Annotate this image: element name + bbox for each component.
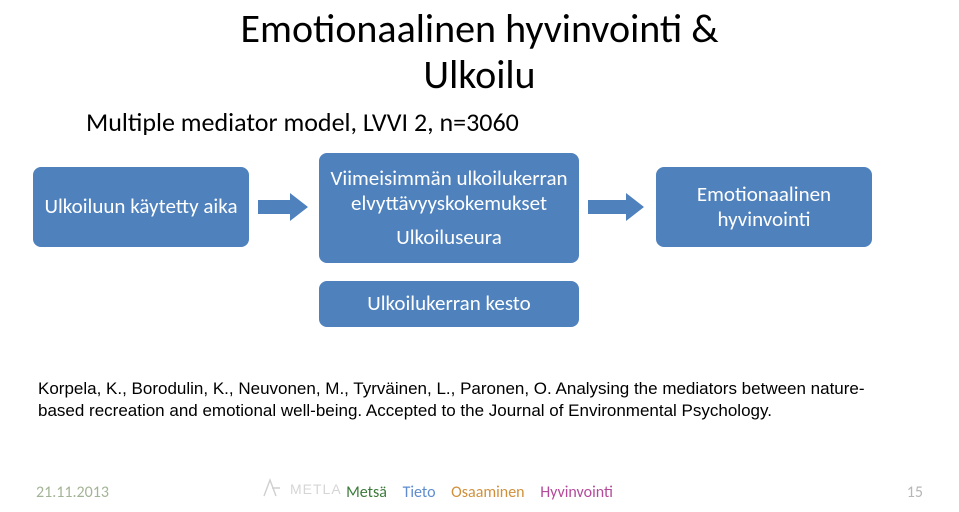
subtitle: Multiple mediator model, LVVI 2, n=3060 [0, 98, 959, 138]
box-outcome: Emotionaalinen hyvinvointi [655, 166, 873, 248]
footer-word-3: Osaaminen [451, 483, 524, 502]
footer-word-4: Hyvinvointi [540, 483, 613, 502]
arrow-1-body [258, 200, 290, 214]
footer-word-2: Tieto [403, 483, 436, 502]
box-mediator-duration: Ulkoilukerran kesto [318, 280, 580, 328]
footer-page-number: 15 [907, 483, 923, 502]
footer-tagline: Metsä Tieto Osaaminen Hyvinvointi [0, 483, 959, 502]
box-mediators-top: Viimeisimmän ulkoilukerran elvyttävyysko… [318, 152, 580, 264]
arrow-1-head [290, 193, 308, 221]
title-line1: Emotionaalinen hyvinvointi & [240, 4, 718, 53]
footer: METLA 21.11.2013 Metsä Tieto Osaaminen H… [0, 476, 959, 502]
footer-word-1: Metsä [346, 483, 387, 502]
mediator-company: Ulkoiluseura [325, 225, 573, 250]
title-line2: Ulkoilu [423, 50, 535, 99]
arrow-2-body [588, 200, 626, 214]
mediator-restorative: Viimeisimmän ulkoilukerran elvyttävyysko… [325, 166, 573, 216]
box-input: Ulkoiluun käytetty aika [32, 166, 250, 248]
slide-title: Emotionaalinen hyvinvointi & Ulkoilu [0, 0, 959, 98]
arrow-2-head [626, 193, 644, 221]
flow-diagram: Ulkoiluun käytetty aika Viimeisimmän ulk… [0, 152, 959, 352]
citation-text: Korpela, K., Borodulin, K., Neuvonen, M.… [0, 352, 959, 422]
